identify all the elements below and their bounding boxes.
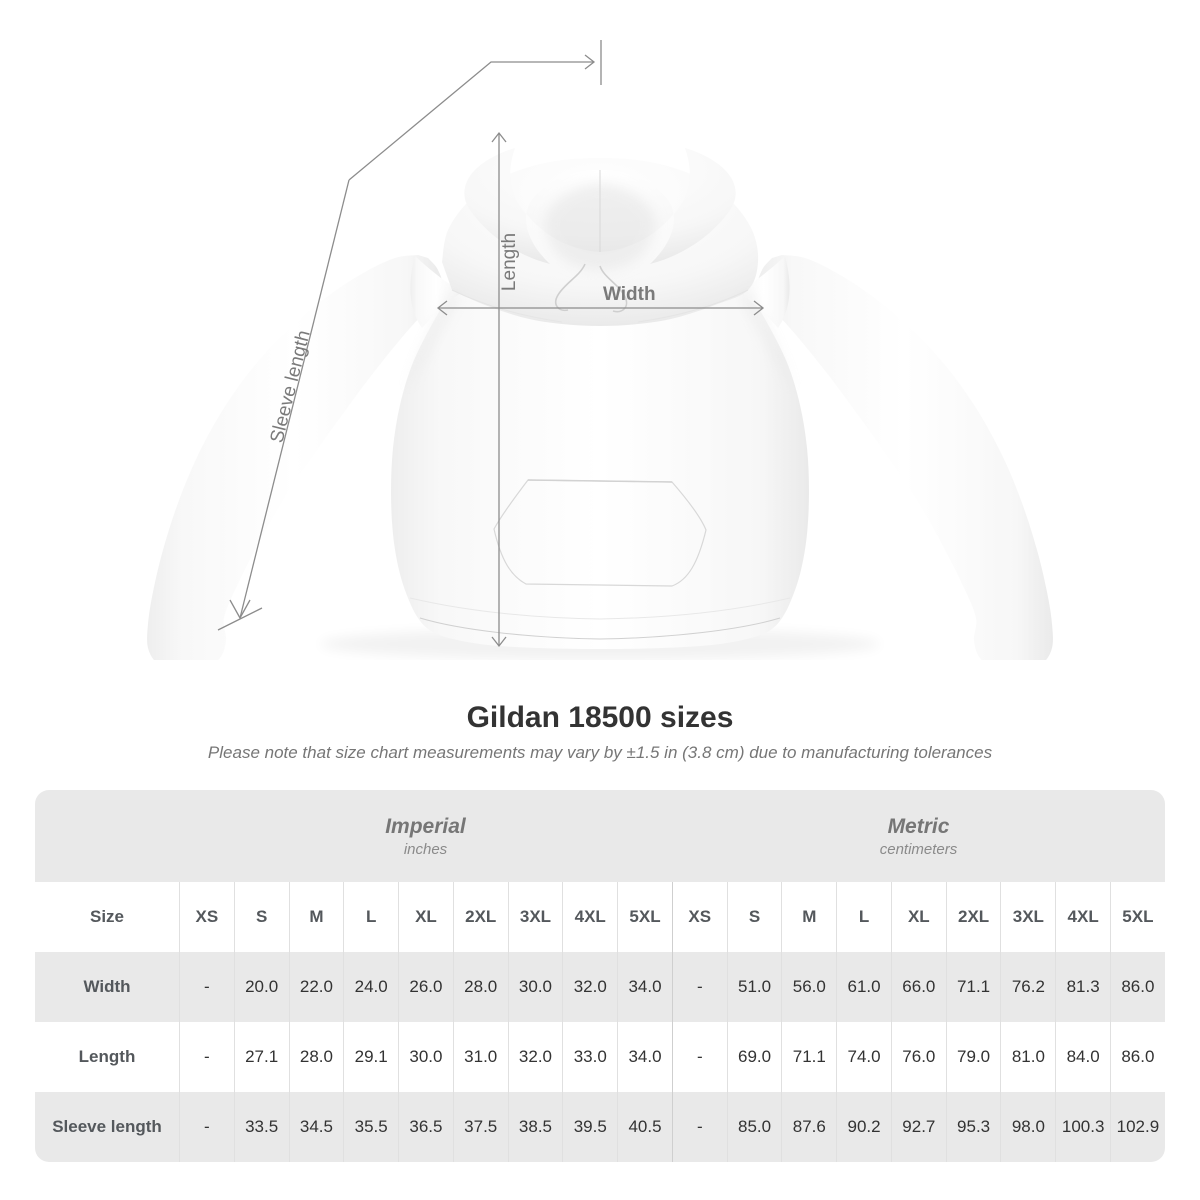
svg-text:Length: Length [499, 233, 520, 291]
svg-text:Width: Width [603, 284, 656, 305]
